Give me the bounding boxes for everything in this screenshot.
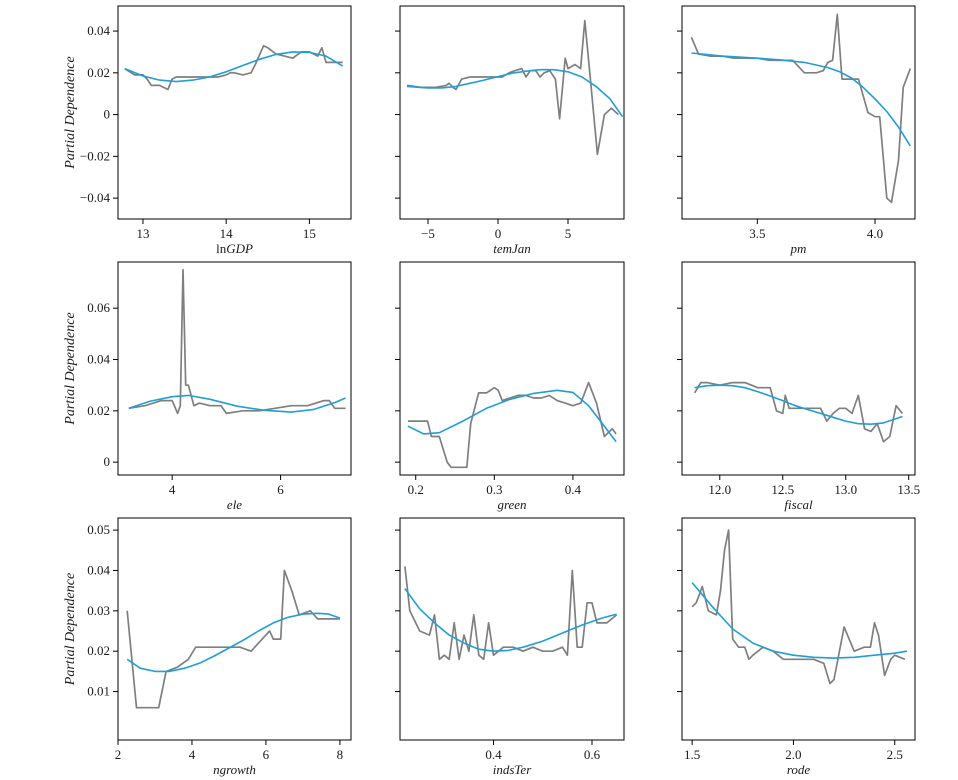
- x-axis-label-prefix: ln: [216, 241, 227, 256]
- x-axis-label: ele: [227, 497, 242, 512]
- y-tick-label: 0.02: [87, 643, 110, 658]
- x-axis-label-text: ngrowth: [213, 762, 256, 777]
- y-tick-label: 0.02: [87, 403, 110, 418]
- panel-4: 4 6 0 0.02 0.04 0.06 ele Partial Dependence: [63, 261, 352, 512]
- x-tick-label: 5: [565, 226, 572, 241]
- y-tick-label: −0.02: [80, 148, 110, 163]
- x-tick-label: 14: [220, 226, 234, 241]
- x-axis-label: temJan: [493, 241, 531, 256]
- raw-dependence-line: [404, 566, 618, 661]
- plot-frame: [117, 5, 352, 220]
- x-tick-label: 4: [169, 482, 176, 497]
- y-tick-label: −0.04: [80, 190, 111, 205]
- plot-frame: [399, 261, 625, 476]
- smoothed-fit-line: [128, 394, 346, 413]
- y-axis-label: Partial Dependence: [63, 56, 78, 169]
- x-tick-label: 13.0: [834, 482, 857, 497]
- smoothed-fit-line: [404, 588, 617, 653]
- x-tick-label: 4: [189, 747, 196, 762]
- x-tick-label: 0.2: [408, 482, 424, 497]
- x-axis-label: ngrowth: [213, 762, 256, 777]
- y-tick-label: 0.04: [87, 23, 110, 38]
- x-tick-label: 2: [115, 747, 122, 762]
- plot-frame: [399, 5, 625, 220]
- y-tick-label: 0: [104, 107, 111, 122]
- x-tick-label: 2.5: [887, 747, 903, 762]
- x-axis-label-text: rode: [787, 762, 811, 777]
- x-tick-label: 0: [495, 226, 502, 241]
- smoothed-fit-line: [124, 51, 344, 83]
- plot-frame: [399, 517, 625, 741]
- x-tick-label: 3.5: [749, 226, 765, 241]
- smoothed-fit-line: [406, 68, 624, 118]
- x-axis-label: rode: [787, 762, 811, 777]
- smoothed-fit-line: [691, 52, 911, 147]
- y-axis-label: Partial Dependence: [63, 312, 78, 425]
- plot-frame: [681, 5, 916, 220]
- y-axis-label: Partial Dependence: [63, 573, 78, 686]
- x-tick-label: 6: [263, 747, 270, 762]
- x-axis-label-text: green: [497, 497, 526, 512]
- x-tick-label: −5: [421, 226, 435, 241]
- panel-8: 0.4 0.6 indsTer: [395, 517, 625, 777]
- panel-6: 12.0 12.5 13.0 13.5 fiscal: [677, 261, 920, 512]
- plot-frame: [681, 517, 916, 741]
- x-tick-label: 0.4: [565, 482, 582, 497]
- smoothed-fit-line: [407, 389, 617, 443]
- smoothed-fit-line: [691, 582, 908, 659]
- x-axis-label: indsTer: [493, 762, 532, 777]
- panel-9: 1.5 2.0 2.5 rode: [677, 517, 916, 777]
- panel-2: −5 0 5 temJan: [395, 5, 625, 256]
- x-tick-label: 4.0: [867, 226, 883, 241]
- x-axis-label-text: indsTer: [493, 762, 532, 777]
- x-axis-label-text: ele: [227, 497, 242, 512]
- raw-dependence-line: [126, 569, 340, 709]
- y-tick-label: 0.01: [87, 684, 110, 699]
- raw-dependence-line: [690, 13, 912, 204]
- panel-3: 3.5 4.0 pm: [677, 5, 916, 256]
- smoothed-fit-line: [694, 384, 903, 426]
- y-tick-label: 0.05: [87, 522, 110, 537]
- x-tick-label: 2.0: [785, 747, 801, 762]
- y-tick-label: 0.04: [87, 562, 110, 577]
- y-tick-label: 0.03: [87, 603, 110, 618]
- x-axis-label-text: fiscal: [784, 497, 813, 512]
- x-tick-label: 1.5: [684, 747, 700, 762]
- panel-7: 2 4 6 8 0.01 0.02 0.03 0.04 0.05 ngrowth Partial D…: [63, 517, 352, 777]
- raw-dependence-line: [693, 381, 904, 443]
- x-tick-label: 12.5: [771, 482, 794, 497]
- x-tick-label: 0.6: [584, 747, 601, 762]
- plot-frame: [117, 517, 352, 741]
- x-axis-label-text: temJan: [493, 241, 531, 256]
- panel-1: 13 14 15 −0.04 −0.02 0 0.02 0.04 lnGDP Partial De…: [63, 5, 352, 256]
- x-tick-label: 12.0: [708, 482, 731, 497]
- y-tick-label: 0.04: [87, 352, 110, 367]
- y-tick-label: 0: [104, 454, 111, 469]
- x-tick-label: 13: [136, 226, 149, 241]
- panel-5: 0.2 0.3 0.4 green: [395, 261, 625, 512]
- x-tick-label: 8: [337, 747, 344, 762]
- x-axis-label-text: GDP: [226, 241, 253, 256]
- x-axis-label-text: pm: [790, 241, 807, 256]
- x-tick-label: 13.5: [897, 482, 920, 497]
- plot-frame: [681, 261, 916, 476]
- x-tick-label: 6: [277, 482, 284, 497]
- x-tick-label: 0.3: [486, 482, 502, 497]
- x-tick-label: 15: [303, 226, 316, 241]
- x-axis-label: lnGDP: [216, 241, 253, 256]
- raw-dependence-line: [407, 381, 617, 469]
- y-tick-label: 0.06: [87, 300, 110, 315]
- y-tick-label: 0.02: [87, 65, 110, 80]
- plot-frame: [117, 261, 352, 476]
- x-axis-label: green: [497, 497, 526, 512]
- x-axis-label: pm: [790, 241, 807, 256]
- smoothed-fit-line: [126, 612, 341, 673]
- x-tick-label: 0.4: [485, 747, 502, 762]
- x-axis-label: fiscal: [784, 497, 813, 512]
- raw-dependence-line: [128, 268, 346, 415]
- raw-dependence-line: [691, 529, 906, 685]
